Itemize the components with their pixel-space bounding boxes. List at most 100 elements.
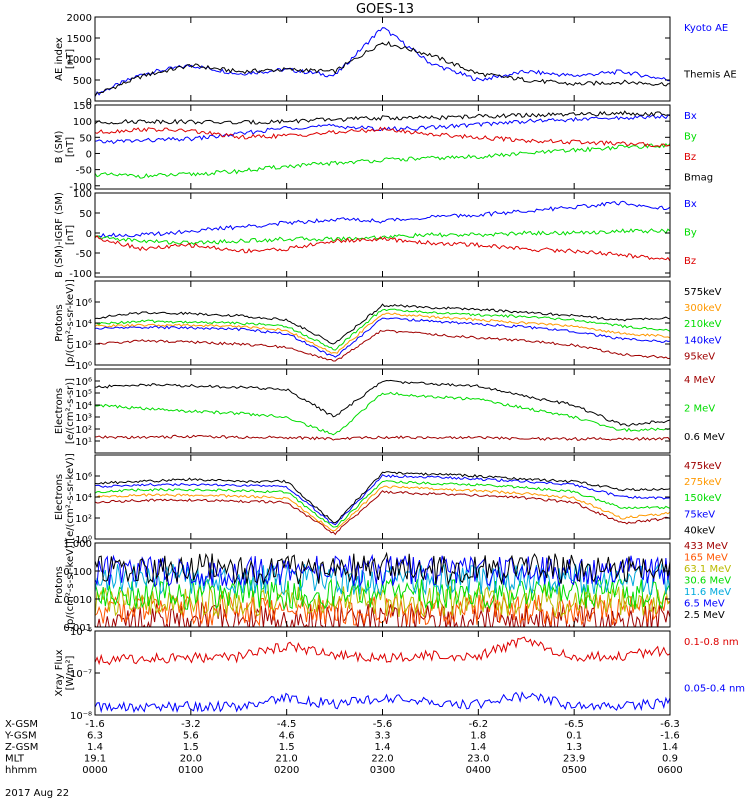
ephemeris-value: 0300 <box>370 765 395 776</box>
y-tick-label: 50 <box>79 209 92 220</box>
ephemeris-value: 21.0 <box>276 754 298 765</box>
series-line-bz <box>95 235 670 262</box>
y-ticks: -100 -50 0 50 100 150 <box>69 101 670 193</box>
y-ticks: 10⁰ 10² 10⁴ 10⁶ <box>75 298 670 372</box>
ephemeris-value: 6.3 <box>87 731 103 742</box>
y-tick-label: -50 <box>76 249 92 260</box>
y-axis-unit: [e/(cm²-s-sr-keV)] <box>65 453 76 541</box>
series-group <box>95 551 670 627</box>
panel-3: -100 -50 0 50 100 B (SM)-IGRF (SM) [nT] Bx By Bz <box>54 189 697 280</box>
ephemeris-value: 0400 <box>466 765 491 776</box>
y-tick-label: 10⁻⁷ <box>70 669 92 680</box>
ephemeris-label: hhmm <box>5 765 37 776</box>
series-line-2-mev <box>95 391 670 436</box>
y-tick-label: 10⁶ <box>75 472 92 483</box>
series-line-75kev <box>95 474 670 526</box>
legend-entry: 575keV <box>684 287 722 298</box>
ephemeris-value: -1.6 <box>660 731 680 742</box>
series-group <box>95 27 670 98</box>
y-tick-label: 1.000 <box>63 539 92 550</box>
y-tick-label: -50 <box>76 166 92 177</box>
legend: Bx By Bz <box>684 199 697 267</box>
series-line-4-mev <box>95 434 670 441</box>
series-line-475kev <box>95 490 670 536</box>
legend-entry: 2 MeV <box>684 403 715 414</box>
legend-entry: 30.6 MeV <box>684 576 731 587</box>
y-tick-label: 10⁶ <box>75 298 92 309</box>
ephemeris-value: 3.3 <box>375 731 391 742</box>
y-ticks: -100 -50 0 50 100 <box>69 189 670 280</box>
y-axis-label: Protons <box>54 304 65 341</box>
ephemeris-value: 1.3 <box>566 742 582 753</box>
y-axis-unit: [nT] <box>65 137 76 157</box>
ephemeris-value: 23.9 <box>563 754 585 765</box>
series-line-2-5-mev <box>95 551 670 587</box>
y-axis-label: B (SM)-IGRF (SM) <box>54 192 65 278</box>
y-axis-label: Electrons <box>54 388 65 434</box>
y-tick-label: 10⁻⁶ <box>70 627 92 638</box>
y-tick-label: 0.100 <box>63 567 92 578</box>
y-tick-label: 500 <box>73 76 92 87</box>
legend-entry: Bz <box>684 256 696 267</box>
legend-entry: Bx <box>684 111 697 122</box>
series-line-300kev <box>95 312 670 354</box>
ephemeris-value: 1.4 <box>470 742 486 753</box>
y-tick-label: 10² <box>75 340 92 351</box>
series-line-150kev <box>95 480 670 528</box>
series-line-bx <box>95 113 670 145</box>
series-line-0-1-0-8-nm <box>95 636 670 666</box>
legend-entry: 165 MeV <box>684 553 728 564</box>
y-tick-label: 10² <box>75 514 92 525</box>
legend-entry: 210keV <box>684 319 722 330</box>
legend-entry: 0.1-0.8 nm <box>684 637 739 648</box>
legend-entry: 275keV <box>684 477 722 488</box>
y-tick-label: -100 <box>69 269 92 280</box>
series-group <box>95 471 670 536</box>
legend-entry: 40keV <box>684 525 715 536</box>
panel-frame <box>94 16 671 102</box>
y-axis-unit: [nT] <box>65 225 76 245</box>
y-tick-label: 10² <box>75 425 92 436</box>
y-axis-unit: [p/(cm²-s-sr-keV)] <box>65 541 76 629</box>
legend-entry: 75keV <box>684 509 715 520</box>
panel-4: 10⁰ 10² 10⁴ 10⁶ Protons [p/(cm²-s-sr-keV)] 575… <box>54 279 722 372</box>
series-line-kyoto-ae <box>95 27 670 98</box>
series-line-6-5-mev <box>95 553 670 588</box>
ephemeris-value: 4.6 <box>279 731 295 742</box>
y-tick-label: 0 <box>86 229 92 240</box>
y-tick-label: 0 <box>86 97 92 108</box>
series-line-by <box>95 228 670 246</box>
ephemeris-value: -4.5 <box>277 719 297 730</box>
y-tick-label: 1500 <box>67 34 92 45</box>
legend: Kyoto AE Themis AE <box>683 23 737 80</box>
legend-entry: By <box>684 132 697 143</box>
legend-entry: 150keV <box>684 493 722 504</box>
ephemeris-value: 1.5 <box>279 742 295 753</box>
series-line-210kev <box>95 308 670 351</box>
y-tick-label: 1000 <box>67 55 92 66</box>
ephemeris-value: -1.6 <box>85 719 105 730</box>
legend-entry: 300keV <box>684 303 722 314</box>
panel-8: 10⁻⁸ 10⁻⁷ 10⁻⁶ Xray Flux [W/m²] 0.1-0.8 nm 0.0… <box>54 627 745 722</box>
y-tick-label: -100 <box>69 182 92 193</box>
panel-7: 0.001 0.010 0.100 1.000 Protons [p/(cm²-s-sr-… <box>54 539 731 634</box>
y-tick-label: 10⁴ <box>75 493 92 504</box>
y-axis-unit: [p/(cm²-s-sr-keV)] <box>65 279 76 367</box>
y-tick-label: 10⁰ <box>75 361 92 372</box>
ephemeris-value: -6.2 <box>469 719 489 730</box>
ephemeris-value: 22.0 <box>371 754 393 765</box>
ephemeris-value: 0200 <box>274 765 299 776</box>
y-tick-label: 50 <box>79 133 92 144</box>
y-tick-label: 100 <box>73 189 92 200</box>
y-ticks: 0.001 0.010 0.100 1.000 <box>63 539 670 634</box>
ephemeris-label: Z-GSM <box>5 742 38 753</box>
ephemeris-value: -3.2 <box>181 719 201 730</box>
panel-frame <box>94 280 671 366</box>
ephemeris-value: 1.4 <box>375 742 391 753</box>
legend-entry: By <box>684 227 697 238</box>
y-tick-label: 100 <box>73 117 92 128</box>
